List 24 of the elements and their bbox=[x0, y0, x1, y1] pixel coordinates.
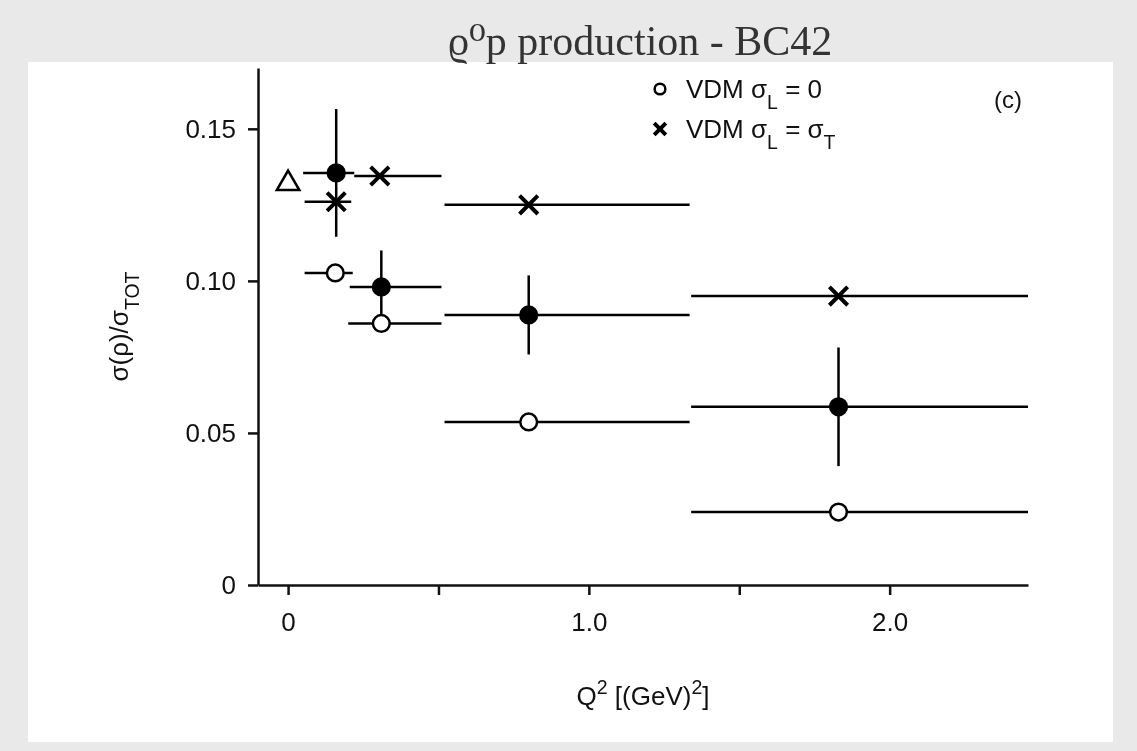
point bbox=[828, 397, 849, 417]
point bbox=[519, 412, 539, 432]
legend-label: VDM σ$_{L}$ = 0 bbox=[686, 74, 822, 113]
point bbox=[325, 263, 345, 283]
x-tick-label: 2.0 bbox=[872, 607, 909, 638]
point bbox=[828, 502, 849, 522]
y-tick-label: 0 bbox=[221, 569, 236, 600]
y-tick-label: 0.15 bbox=[185, 113, 236, 144]
x-axis-title: Q$^{2}$ [(GeV)$^{2}$] bbox=[576, 676, 710, 711]
point bbox=[827, 284, 850, 308]
point bbox=[371, 277, 391, 297]
y-tick-label: 0.05 bbox=[185, 417, 236, 448]
point bbox=[371, 313, 391, 334]
legend-label: VDM σ$_{L}$ = σ$_{T}$ bbox=[686, 114, 836, 153]
point bbox=[517, 193, 540, 216]
point bbox=[326, 163, 346, 183]
x-tick-label: 0 bbox=[281, 607, 296, 638]
x-tick-label: 1.0 bbox=[571, 607, 608, 638]
y-tick-label: 0.10 bbox=[185, 265, 236, 296]
point bbox=[325, 190, 348, 213]
chart-title: ϱ⁰p production - BC42 bbox=[447, 18, 833, 64]
point bbox=[519, 305, 539, 325]
point bbox=[368, 164, 391, 188]
annotation: (c) bbox=[994, 86, 1022, 113]
